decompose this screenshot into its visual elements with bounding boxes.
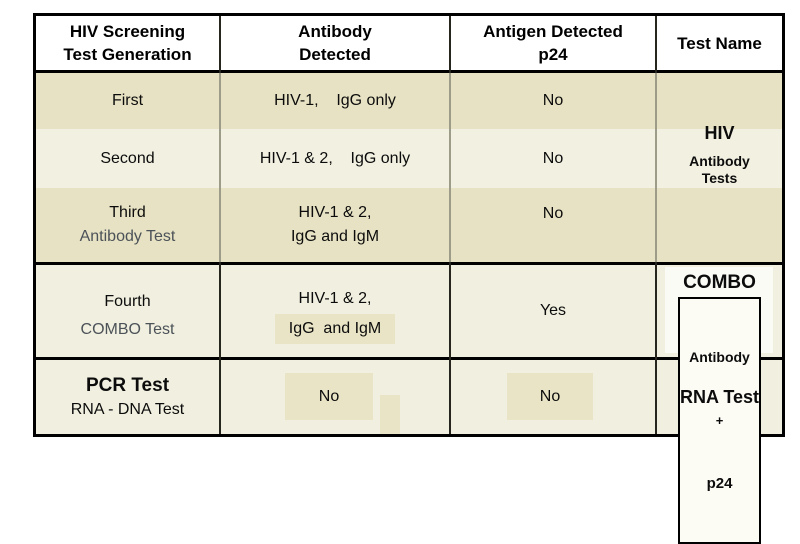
second-antigen-value: No [542, 149, 564, 167]
combo-box-p24: p24 [706, 475, 733, 492]
combo-box-antibody: Antibody [689, 349, 750, 365]
highlight-artifact [380, 395, 400, 434]
header-antibody-line2: Detected [299, 45, 371, 64]
header-antigen-line2: p24 [538, 45, 568, 64]
second-antibody-value: HIV-1 & 2, IgG only [259, 149, 411, 167]
divider-below-third-row [36, 262, 782, 265]
cell-fourth-generation: Fourth COMBO Test [36, 265, 219, 357]
column-separator-1-lower [219, 262, 221, 434]
header-antibody: Antibody Detected [221, 16, 449, 70]
fourth-antibody-line2-highlighted: IgG and IgM [274, 314, 396, 344]
hiv-screening-table: HIV Screening Test Generation Antibody D… [33, 13, 785, 544]
column-separator-2-lower [449, 262, 451, 434]
hiv-label: HIV [704, 123, 735, 143]
second-label: Second [100, 149, 155, 167]
third-sublabel: Antibody Test [79, 228, 176, 245]
combo-box-plus: + [715, 413, 724, 428]
header-generation-line2: Test Generation [63, 45, 192, 64]
cell-first-antigen: No [451, 73, 655, 129]
header-test-name: Test Name [657, 16, 782, 70]
pcr-test-label: PCR Test [85, 374, 170, 396]
header-row-band [36, 16, 782, 70]
fourth-antigen-value: Yes [539, 302, 567, 319]
cell-testname-combo: COMBO Antibody + p24 [657, 265, 782, 544]
column-separator-3 [655, 16, 657, 434]
cell-second-antigen: No [451, 129, 655, 188]
header-generation-line1: HIV Screening [69, 22, 186, 41]
fourth-label: Fourth [104, 292, 151, 310]
antibody-tests-line2: Tests [701, 170, 738, 186]
header-antigen: Antigen Detected p24 [451, 16, 655, 70]
column-separator-3-lower [655, 262, 657, 434]
header-generation: HIV Screening Test Generation [36, 16, 219, 70]
fourth-sublabel: COMBO Test [80, 320, 175, 338]
cell-second-antibody: HIV-1 & 2, IgG only [221, 129, 449, 188]
third-antibody-line1: HIV-1 & 2, [298, 204, 372, 221]
third-label: Third [109, 204, 146, 221]
fourth-antibody-line1: HIV-1 & 2, [298, 290, 372, 307]
cell-testname-rna: RNA Test [657, 360, 782, 434]
pcr-antibody-value: No [318, 387, 340, 405]
cell-fourth-antibody: HIV-1 & 2, IgG and IgM [221, 265, 449, 357]
column-separator-2-header [449, 16, 451, 73]
row-band-first [36, 73, 782, 129]
antibody-tests-line1: Antibody [689, 153, 750, 169]
cell-third-generation: Third Antibody Test [36, 188, 219, 262]
cell-testname-antibody-group: HIV Antibody Tests [657, 73, 782, 262]
first-antibody-value: HIV-1, IgG only [274, 92, 396, 109]
column-separator-3-header [655, 16, 657, 73]
cell-first-antibody: HIV-1, IgG only [221, 73, 449, 129]
pcr-antigen-no-highlight: No [507, 373, 593, 420]
row-band-fourth [36, 265, 782, 357]
cell-second-generation: Second [36, 129, 219, 188]
third-antibody-line2: IgG and IgM [290, 228, 380, 245]
divider-below-fourth-row [36, 357, 782, 360]
column-separator-2 [449, 16, 451, 434]
third-antigen-value: No [542, 205, 564, 222]
row-band-second [36, 129, 782, 188]
column-separator-1 [219, 16, 221, 434]
rna-dna-test-sublabel: RNA - DNA Test [70, 400, 185, 418]
row-band-pcr [36, 360, 782, 434]
cell-pcr-generation: PCR Test RNA - DNA Test [36, 360, 219, 434]
header-test-name-label: Test Name [677, 33, 762, 53]
combo-label: COMBO [683, 272, 756, 293]
rna-test-label: RNA Test [679, 387, 759, 407]
first-antigen-value: No [542, 92, 564, 109]
pcr-antibody-no-highlight: No [285, 373, 373, 420]
cell-third-antigen: No [451, 188, 655, 262]
column-separator-1-header [219, 16, 221, 73]
cell-fourth-antigen: Yes [451, 265, 655, 357]
first-label: First [111, 92, 144, 109]
header-antibody-line1: Antibody [298, 22, 372, 41]
pcr-antigen-value: No [539, 387, 561, 405]
divider-below-header [36, 70, 782, 73]
cell-third-antibody: HIV-1 & 2, IgG and IgM [221, 188, 449, 262]
row-band-third [36, 188, 782, 262]
cell-first-generation: First [36, 73, 219, 129]
header-antigen-line1: Antigen Detected [483, 22, 623, 41]
